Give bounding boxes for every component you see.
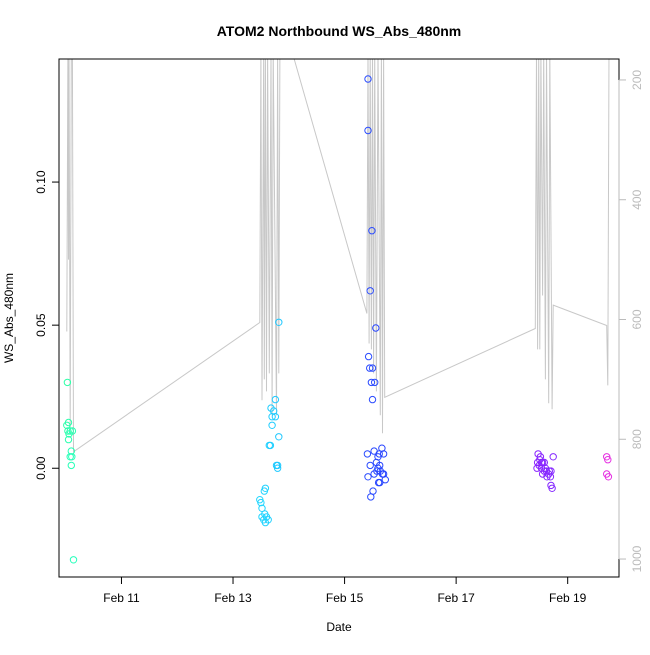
- data-point: [364, 473, 372, 481]
- data-point: [604, 456, 612, 464]
- data-point: [533, 464, 541, 472]
- y-tick-label: 0.05: [34, 313, 48, 337]
- data-point: [549, 453, 557, 461]
- y-axis-label: WS_Abs_480nm: [2, 273, 16, 363]
- data-point: [548, 484, 556, 492]
- y2-tick-label: 200: [630, 70, 644, 90]
- data-point: [366, 364, 374, 372]
- data-point: [268, 413, 276, 421]
- data-point: [261, 518, 270, 527]
- data-point: [363, 450, 372, 458]
- data-point: [381, 476, 389, 484]
- x-axis: Feb 11 Feb 13 Feb 15 Feb 17 Feb 19: [103, 576, 587, 605]
- data-point: [64, 435, 73, 444]
- data-point: [68, 453, 76, 461]
- secondary-line-segment: [66, 59, 281, 453]
- data-point: [260, 487, 268, 495]
- data-point: [366, 287, 374, 295]
- data-point: [367, 378, 376, 387]
- data-point: [364, 126, 372, 135]
- y2-axis: 200 400 600 800 1000: [618, 70, 644, 572]
- data-point: [372, 324, 380, 332]
- data-point: [266, 441, 275, 450]
- y2-tick-label: 600: [630, 309, 644, 329]
- data-point: [68, 427, 77, 435]
- x-tick-label: Feb 19: [549, 591, 587, 605]
- data-point: [364, 75, 372, 83]
- data-point: [604, 473, 613, 481]
- data-point: [371, 378, 379, 387]
- data-point: [257, 498, 265, 507]
- chart-title: ATOM2 Northbound WS_Abs_480nm: [217, 23, 462, 39]
- data-point: [271, 413, 280, 421]
- y2-tick-label: 400: [630, 189, 644, 209]
- data-point: [370, 470, 378, 478]
- data-point: [368, 364, 377, 372]
- x-tick-label: Feb 11: [103, 591, 140, 605]
- y2-tick-label: 1000: [630, 545, 644, 572]
- data-point: [368, 227, 376, 235]
- data-point: [543, 473, 551, 481]
- data-point: [69, 556, 78, 564]
- y-axis: 0.00 0.05 0.10: [34, 170, 60, 480]
- data-point: [258, 504, 266, 512]
- x-tick-label: Feb 13: [214, 591, 252, 605]
- data-point: [379, 450, 388, 458]
- x-axis-label: Date: [326, 620, 352, 634]
- data-point: [275, 433, 283, 441]
- y2-tick-label: 800: [630, 429, 644, 449]
- data-point: [367, 493, 375, 501]
- data-point: [273, 464, 282, 472]
- data-point: [546, 473, 555, 481]
- points-group: [63, 75, 613, 564]
- data-point: [271, 395, 280, 404]
- data-point: [268, 421, 276, 429]
- y-tick-label: 0.00: [34, 456, 48, 480]
- y-tick-label: 0.10: [34, 170, 48, 194]
- data-point: [67, 461, 76, 470]
- data-point: [364, 352, 373, 361]
- data-point: [368, 395, 377, 404]
- data-point: [366, 461, 374, 470]
- data-point: [376, 478, 384, 487]
- data-point: [63, 421, 71, 429]
- secondary-line-group: [66, 59, 610, 453]
- x-tick-label: Feb 15: [326, 591, 364, 605]
- x-tick-label: Feb 17: [437, 591, 475, 605]
- secondary-line-segment: [293, 59, 610, 434]
- data-point: [275, 318, 283, 326]
- data-point: [63, 378, 72, 387]
- data-point: [66, 427, 74, 435]
- data-point: [67, 447, 76, 455]
